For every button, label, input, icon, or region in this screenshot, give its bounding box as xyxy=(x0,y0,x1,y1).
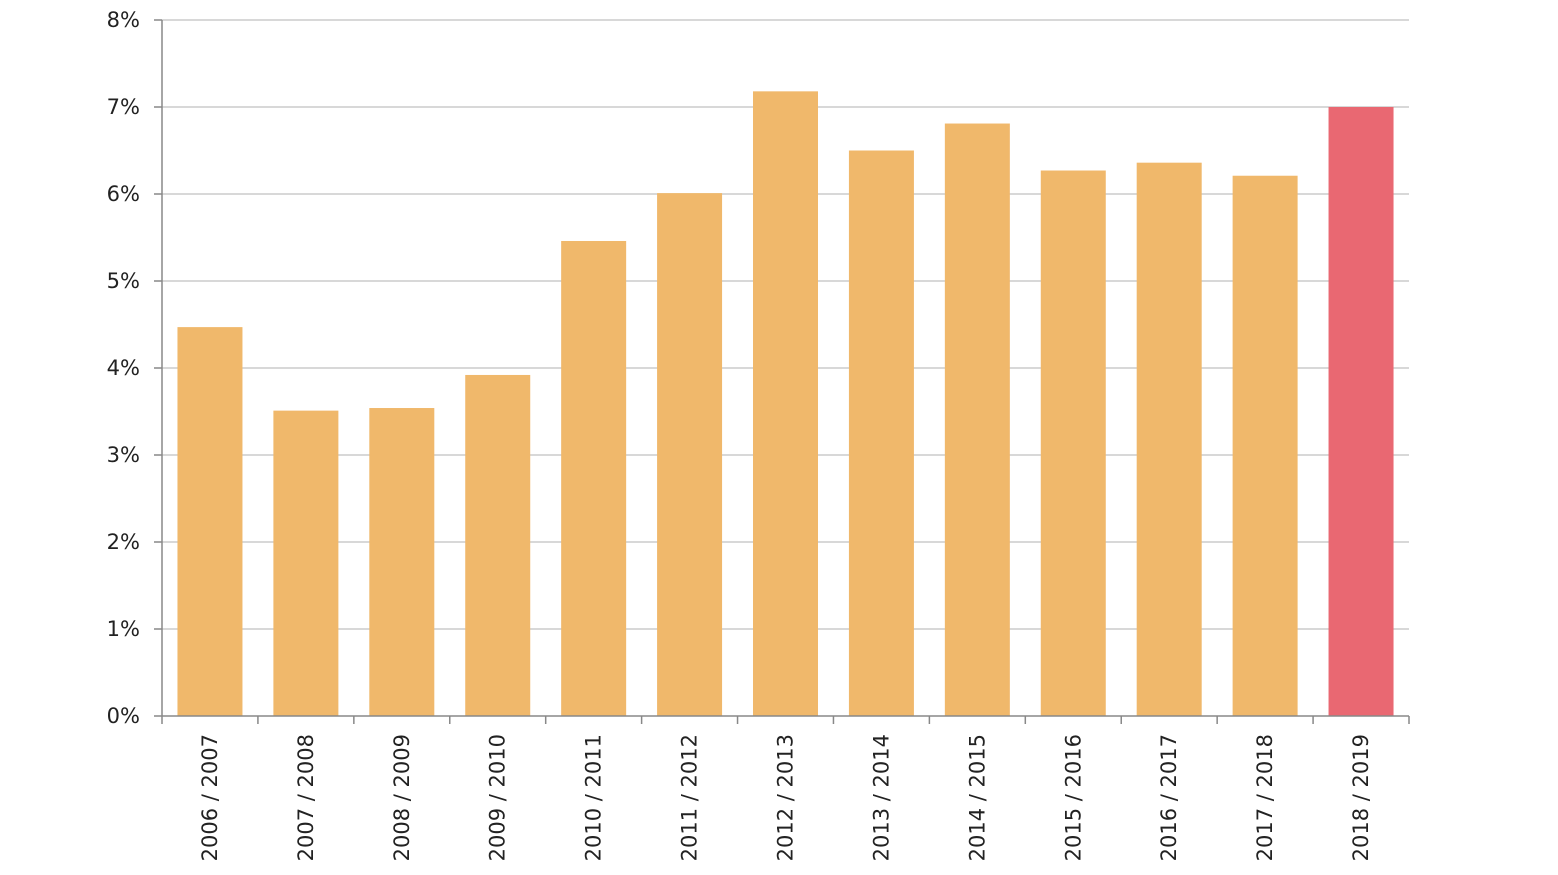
y-tick-label: 3% xyxy=(107,443,140,467)
x-tick-label: 2011 / 2012 xyxy=(678,734,702,861)
y-tick-label: 8% xyxy=(107,8,140,32)
x-tick-label: 2009 / 2010 xyxy=(486,734,510,861)
x-tick-label: 2016 / 2017 xyxy=(1157,734,1181,861)
bar xyxy=(1232,175,1298,717)
bar xyxy=(944,123,1010,716)
x-tick-label: 2013 / 2014 xyxy=(869,734,893,861)
bar xyxy=(657,193,723,716)
y-tick-label: 5% xyxy=(107,269,140,293)
y-tick-label: 4% xyxy=(107,356,140,380)
y-tick-labels: 0% 1% 2% 3% 4% 5% 6% 7% 8% xyxy=(107,8,140,728)
bar xyxy=(369,408,435,716)
x-tick-label: 2015 / 2016 xyxy=(1061,734,1085,861)
bar xyxy=(848,150,914,716)
x-tick-labels: 2006 / 2007 2007 / 2008 2008 / 2009 2009 / … xyxy=(198,734,1373,861)
x-tick-label: 2008 / 2009 xyxy=(390,734,414,861)
y-tick-label: 1% xyxy=(107,617,140,641)
bar xyxy=(1136,162,1202,716)
x-tick-label: 2010 / 2011 xyxy=(582,734,606,861)
bar xyxy=(561,240,627,717)
x-tick-label: 2014 / 2015 xyxy=(965,734,989,861)
bar xyxy=(1040,170,1106,716)
bar xyxy=(465,374,531,716)
x-tick-label: 2018 / 2019 xyxy=(1349,734,1373,861)
x-tick-label: 2012 / 2013 xyxy=(774,734,798,861)
y-tick-label: 0% xyxy=(107,704,140,728)
x-tick-label: 2017 / 2018 xyxy=(1253,734,1277,861)
bar-highlight xyxy=(1328,107,1394,716)
x-tick-label: 2007 / 2008 xyxy=(294,734,318,861)
y-tick-label: 2% xyxy=(107,530,140,554)
y-tick-label: 7% xyxy=(107,95,140,119)
y-tick-label: 6% xyxy=(107,182,140,206)
bar xyxy=(753,91,818,717)
bars xyxy=(177,91,1394,717)
bar xyxy=(273,410,339,716)
bar xyxy=(177,327,243,716)
axes xyxy=(154,19,1410,724)
x-tick-label: 2006 / 2007 xyxy=(198,734,222,861)
